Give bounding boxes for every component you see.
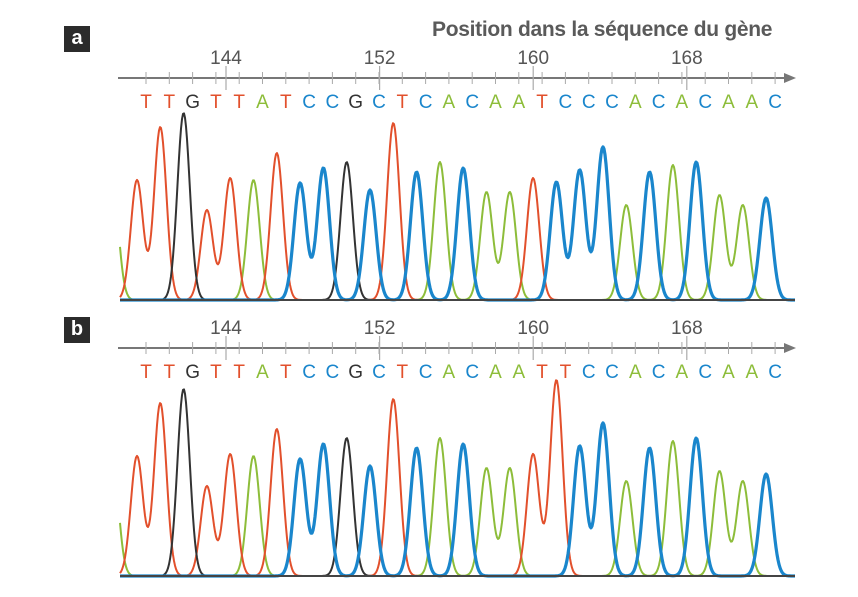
base-letter-T: T	[396, 92, 408, 113]
base-letter-T: T	[210, 92, 222, 113]
tick-label: 160	[517, 318, 549, 339]
base-letter-A: A	[443, 92, 456, 113]
base-letter-C: C	[419, 362, 433, 383]
base-letter-T: T	[396, 362, 408, 383]
tick-label: 144	[210, 48, 242, 69]
tick-label: 168	[671, 48, 703, 69]
base-letter-C: C	[768, 362, 782, 383]
base-letter-T: T	[560, 362, 572, 383]
base-letter-A: A	[512, 92, 525, 113]
base-letter-C: C	[419, 92, 433, 113]
base-letter-T: T	[233, 92, 245, 113]
base-letter-G: G	[348, 362, 363, 383]
trace-C	[119, 145, 796, 302]
base-letter-T: T	[280, 362, 292, 383]
base-letter-C: C	[372, 92, 386, 113]
axis-arrow-icon	[784, 343, 796, 353]
base-letter-A: A	[489, 92, 502, 113]
tick-label: 168	[671, 318, 703, 339]
base-letter-C: C	[652, 362, 666, 383]
base-letter-A: A	[629, 92, 642, 113]
base-letter-A: A	[443, 362, 456, 383]
base-letter-C: C	[582, 362, 596, 383]
base-letter-C: C	[465, 92, 479, 113]
base-letter-C: C	[559, 92, 573, 113]
tick-label: 144	[210, 318, 242, 339]
base-letter-T: T	[280, 92, 292, 113]
base-letter-C: C	[605, 362, 619, 383]
base-letter-C: C	[698, 362, 712, 383]
panel-label-b: b	[64, 317, 90, 343]
base-letter-G: G	[185, 362, 200, 383]
base-letter-A: A	[256, 362, 269, 383]
base-letter-C: C	[582, 92, 596, 113]
base-letter-A: A	[256, 92, 269, 113]
base-letter-T: T	[536, 92, 548, 113]
axis-arrow-icon	[784, 73, 796, 83]
base-letter-G: G	[185, 92, 200, 113]
base-letter-A: A	[676, 92, 689, 113]
base-letter-T: T	[233, 362, 245, 383]
base-letter-C: C	[372, 362, 386, 383]
base-letter-C: C	[768, 92, 782, 113]
base-letter-C: C	[605, 92, 619, 113]
trace-C	[119, 421, 796, 578]
base-letter-T: T	[210, 362, 222, 383]
base-letter-C: C	[326, 362, 340, 383]
base-letter-A: A	[489, 362, 502, 383]
base-letter-A: A	[745, 362, 758, 383]
base-letter-T: T	[536, 362, 548, 383]
base-letter-T: T	[140, 92, 152, 113]
base-letter-A: A	[512, 362, 525, 383]
base-letter-C: C	[698, 92, 712, 113]
panel-label-a: a	[64, 26, 90, 52]
axis-title: Position dans la séquence du gène	[432, 18, 773, 41]
base-letter-C: C	[302, 362, 316, 383]
base-letter-A: A	[629, 362, 642, 383]
tick-label: 152	[364, 48, 396, 69]
base-letter-C: C	[326, 92, 340, 113]
tick-label: 160	[517, 48, 549, 69]
base-letter-C: C	[652, 92, 666, 113]
base-letter-A: A	[676, 362, 689, 383]
base-letter-C: C	[465, 362, 479, 383]
base-letter-T: T	[140, 362, 152, 383]
base-letter-A: A	[745, 92, 758, 113]
base-letter-T: T	[163, 92, 175, 113]
tick-label: 152	[364, 318, 396, 339]
base-letter-T: T	[163, 362, 175, 383]
base-letter-C: C	[302, 92, 316, 113]
base-letter-A: A	[722, 92, 735, 113]
base-letter-G: G	[348, 92, 363, 113]
base-letter-A: A	[722, 362, 735, 383]
